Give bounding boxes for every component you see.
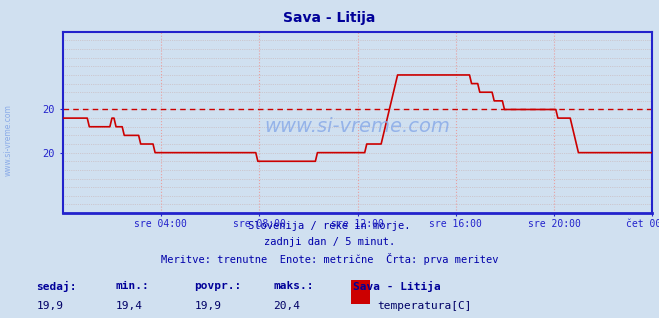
Text: temperatura[C]: temperatura[C] [378, 301, 472, 310]
Text: www.si-vreme.com: www.si-vreme.com [264, 117, 451, 135]
Text: 19,9: 19,9 [36, 301, 63, 310]
Text: Meritve: trenutne  Enote: metrične  Črta: prva meritev: Meritve: trenutne Enote: metrične Črta: … [161, 253, 498, 265]
Text: Slovenija / reke in morje.: Slovenija / reke in morje. [248, 221, 411, 231]
Text: zadnji dan / 5 minut.: zadnji dan / 5 minut. [264, 237, 395, 247]
Text: maks.:: maks.: [273, 281, 314, 291]
Text: min.:: min.: [115, 281, 149, 291]
Text: www.si-vreme.com: www.si-vreme.com [3, 104, 13, 176]
Text: Sava - Litija: Sava - Litija [283, 11, 376, 25]
Text: povpr.:: povpr.: [194, 281, 242, 291]
Text: 20,4: 20,4 [273, 301, 301, 310]
Text: sedaj:: sedaj: [36, 281, 76, 293]
Text: 19,4: 19,4 [115, 301, 142, 310]
Text: Sava - Litija: Sava - Litija [353, 281, 440, 293]
Text: 19,9: 19,9 [194, 301, 221, 310]
